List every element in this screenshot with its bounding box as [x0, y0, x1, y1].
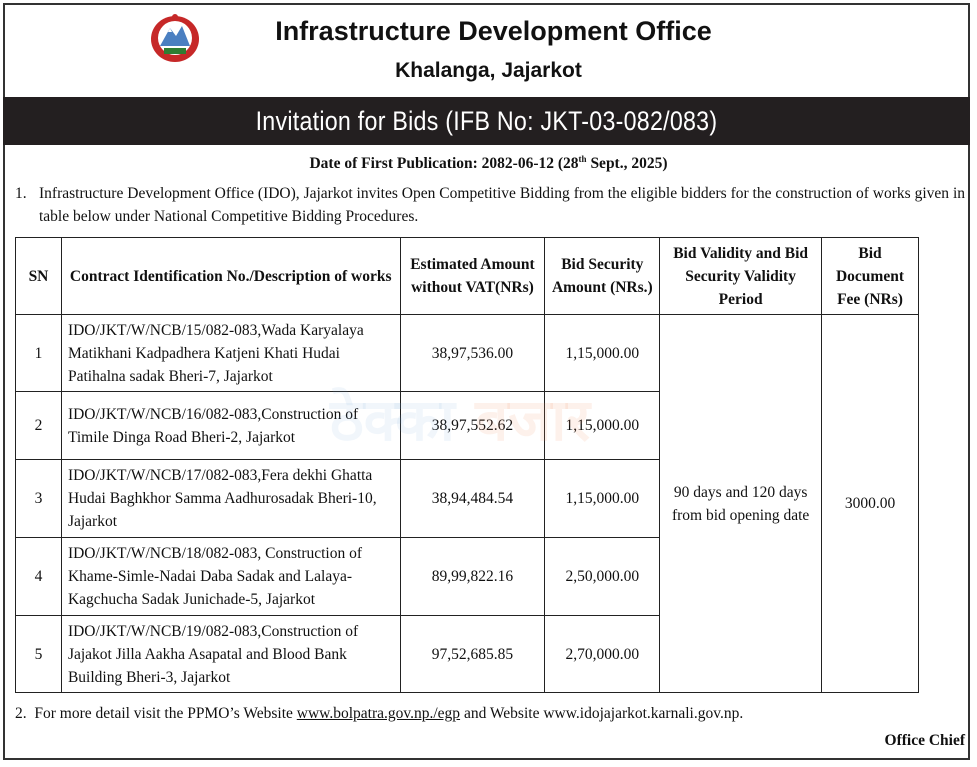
date-suffix: Sept., 2025)	[586, 155, 668, 173]
paragraph-text: Infrastructure Development Office (IDO),…	[39, 185, 965, 225]
cell-description: IDO/JKT/W/NCB/19/082-083,Construction of…	[60, 615, 401, 693]
table-header-row: SN Contract Identification No./Descripti…	[15, 237, 919, 315]
publication-date: Date of First Publication: 2082-06-12 (2…	[0, 154, 977, 173]
cell-security: 2,70,000.00	[544, 615, 661, 693]
cell-description: IDO/JKT/W/NCB/15/082-083,Wada Karyalaya …	[60, 314, 401, 392]
cell-validity: 90 days and 120 days from bid opening da…	[659, 314, 822, 693]
nepal-emblem-logo	[151, 14, 199, 62]
office-title: Infrastructure Development Office	[275, 16, 712, 46]
paragraph-text-end: and Website www.idojajarkot.karnali.gov.…	[460, 705, 744, 722]
table-row: 5 IDO/JKT/W/NCB/19/082-083,Construction …	[15, 615, 919, 693]
header-validity: Bid Validity and Bid Security Validity P…	[659, 237, 822, 315]
header-description: Contract Identification No./Description …	[60, 237, 401, 315]
cell-security: 2,50,000.00	[544, 537, 661, 616]
paragraph-2: 2. For more detail visit the PPMO’s Webs…	[15, 705, 743, 723]
cell-sn: 4	[15, 537, 62, 616]
office-location: Khalanga, Jajarkot	[395, 59, 582, 82]
paragraph-1: 1. Infrastructure Development Office (ID…	[15, 182, 965, 228]
header-security: Bid Security Amount (NRs.)	[544, 237, 661, 315]
cell-estimate: 38,94,484.54	[399, 459, 546, 538]
cell-sn: 2	[15, 391, 62, 460]
cell-sn: 5	[15, 615, 62, 693]
table-row: 4 IDO/JKT/W/NCB/18/082-083, Construction…	[15, 537, 919, 616]
header-fee: Bid Document Fee (NRs)	[821, 237, 919, 315]
cell-estimate: 38,97,536.00	[399, 314, 546, 392]
table-row: 2 IDO/JKT/W/NCB/16/082-083,Construction …	[15, 391, 919, 460]
cell-sn: 1	[15, 314, 62, 392]
ifb-title: Invitation for Bids (IFB No: JKT-03-082/…	[255, 105, 718, 136]
cell-estimate: 38,97,552.62	[399, 391, 546, 460]
cell-security: 1,15,000.00	[544, 314, 661, 392]
paragraph-number: 1.	[15, 185, 27, 202]
date-prefix: Date of First Publication: 2082-06-12 (2…	[309, 155, 579, 173]
header-sn: SN	[15, 237, 62, 315]
bolpatra-link[interactable]: www.bolpatra.gov.np./egp	[296, 705, 461, 722]
paragraph-number: 2.	[15, 705, 27, 722]
bid-table: SN Contract Identification No./Descripti…	[15, 237, 919, 693]
ifb-title-band: Invitation for Bids (IFB No: JKT-03-082/…	[3, 97, 970, 145]
cell-description: IDO/JKT/W/NCB/16/082-083,Construction of…	[60, 391, 401, 460]
paragraph-text: For more detail visit the PPMO’s Website	[34, 705, 297, 722]
cell-fee: 3000.00	[821, 314, 919, 693]
date-sup: th	[578, 154, 587, 164]
cell-estimate: 97,52,685.85	[399, 615, 546, 693]
notice-frame	[3, 3, 970, 760]
cell-description: IDO/JKT/W/NCB/18/082-083, Construction o…	[60, 537, 401, 616]
cell-estimate: 89,99,822.16	[399, 537, 546, 616]
cell-description: IDO/JKT/W/NCB/17/082-083,Fera dekhi Ghat…	[60, 459, 401, 538]
header-estimate: Estimated Amount without VAT(NRs)	[399, 237, 546, 315]
signature: Office Chief	[884, 732, 965, 749]
cell-sn: 3	[15, 459, 62, 538]
cell-security: 1,15,000.00	[544, 459, 661, 538]
cell-security: 1,15,000.00	[544, 391, 661, 460]
table-row: 1 IDO/JKT/W/NCB/15/082-083,Wada Karyalay…	[15, 314, 919, 693]
